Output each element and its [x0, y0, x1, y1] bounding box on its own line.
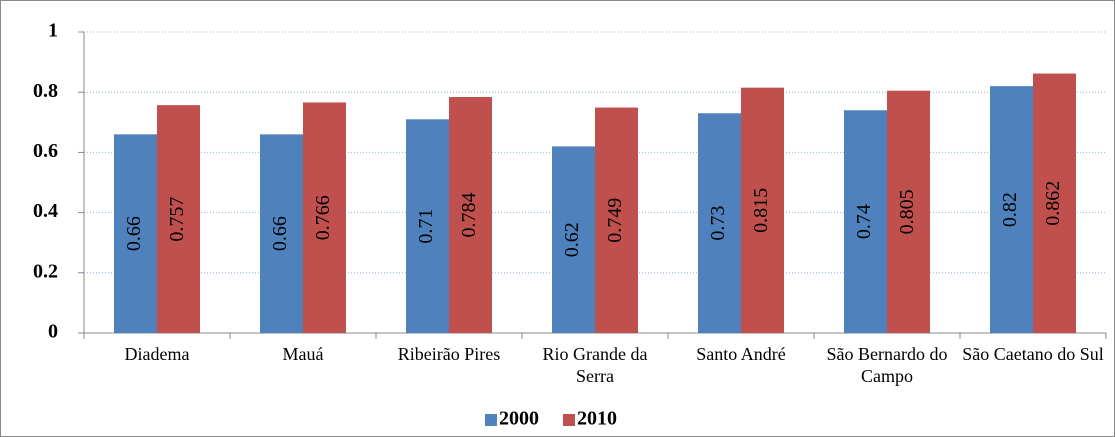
bar	[595, 107, 638, 334]
bar	[157, 105, 200, 333]
legend-label: 2000	[499, 408, 539, 430]
value-label: 0.74	[853, 204, 875, 239]
y-tick-label: 1	[48, 20, 58, 42]
y-tick-label: 0	[48, 321, 58, 343]
y-tick-label: 0.4	[33, 200, 58, 222]
bar	[741, 87, 784, 333]
value-label: 0.71	[415, 209, 437, 244]
legend-label: 2010	[577, 408, 617, 430]
x-tick-label: Rio Grande da Serra	[542, 344, 648, 386]
value-label: 0.82	[999, 192, 1021, 227]
bar	[990, 86, 1033, 334]
value-label: 0.66	[269, 216, 291, 251]
x-tick-label: São Bernardo do Campo	[826, 344, 948, 386]
bar	[260, 134, 303, 333]
legend-swatch	[563, 414, 575, 426]
bar	[406, 119, 449, 333]
bar	[552, 146, 595, 333]
bar	[303, 102, 346, 334]
x-tick-label: Mauá	[282, 344, 324, 364]
y-tick-label: 0.6	[33, 140, 58, 162]
bar	[449, 97, 492, 334]
bar	[844, 110, 887, 333]
value-label: 0.66	[123, 216, 145, 251]
y-tick-label: 0.8	[33, 80, 58, 102]
legend-swatch	[485, 414, 497, 426]
value-label: 0.862	[1042, 181, 1064, 226]
value-label: 0.784	[458, 193, 480, 238]
x-tick-label: Santo André	[696, 344, 786, 364]
value-label: 0.749	[604, 198, 626, 243]
x-tick-label: Diadema	[124, 344, 190, 364]
bar	[887, 90, 930, 333]
x-tick-label: São Caetano do Sul	[962, 344, 1104, 364]
value-label: 0.62	[561, 222, 583, 257]
bar	[698, 113, 741, 334]
bar	[114, 134, 157, 333]
y-tick-label: 0.2	[33, 260, 58, 282]
value-label: 0.73	[707, 206, 729, 241]
value-label: 0.815	[750, 188, 772, 233]
value-label: 0.757	[166, 197, 188, 242]
bar	[1033, 73, 1076, 334]
value-label: 0.805	[896, 189, 918, 234]
value-label: 0.766	[312, 195, 334, 240]
x-tick-label: Ribeirão Pires	[397, 344, 501, 364]
